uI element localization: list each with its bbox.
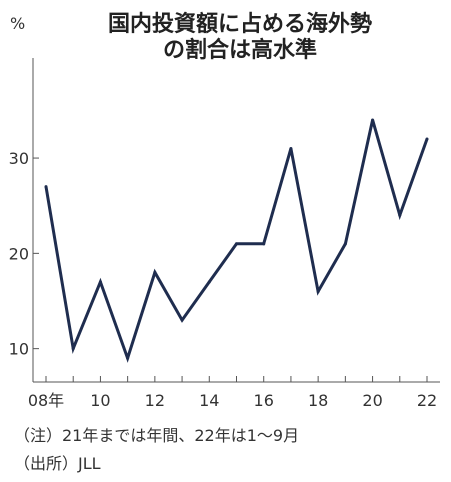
x-tick-label: 22 [417,391,437,410]
data-point [289,147,293,151]
data-point [207,280,211,284]
data-point [98,280,102,284]
data-point [44,185,48,189]
y-tick-label: 10 [9,340,29,359]
x-tick-label: 10 [90,391,110,410]
x-tick-label: 20 [362,391,382,410]
footnote-source: （出所）JLL [14,454,101,473]
y-tick-label: 30 [9,149,29,168]
chart-title-line-1: 国内投資額に占める海外勢 [107,12,372,37]
data-point [425,137,429,141]
data-point [343,242,347,246]
x-tick-label: 14 [199,391,219,410]
data-point [235,242,238,246]
data-point [153,270,157,274]
x-tick-label: 16 [254,391,274,410]
data-point [262,242,266,246]
data-point [126,356,130,360]
x-tick-label: 18 [308,391,328,410]
x-tick-label: 12 [145,391,165,410]
data-point [371,118,375,122]
data-series-line [44,119,429,363]
data-point [180,318,184,322]
data-point [398,213,402,217]
data-point [316,289,320,293]
y-tick-label: 20 [9,244,29,263]
x-tick-label: 08年 [28,391,64,410]
footnote-note: （注）21年までは年間、22年は1～9月 [14,426,300,445]
data-point [71,347,75,351]
chart-title-line-2: の割合は高水準 [162,38,317,63]
y-axis-unit: % [10,14,26,33]
